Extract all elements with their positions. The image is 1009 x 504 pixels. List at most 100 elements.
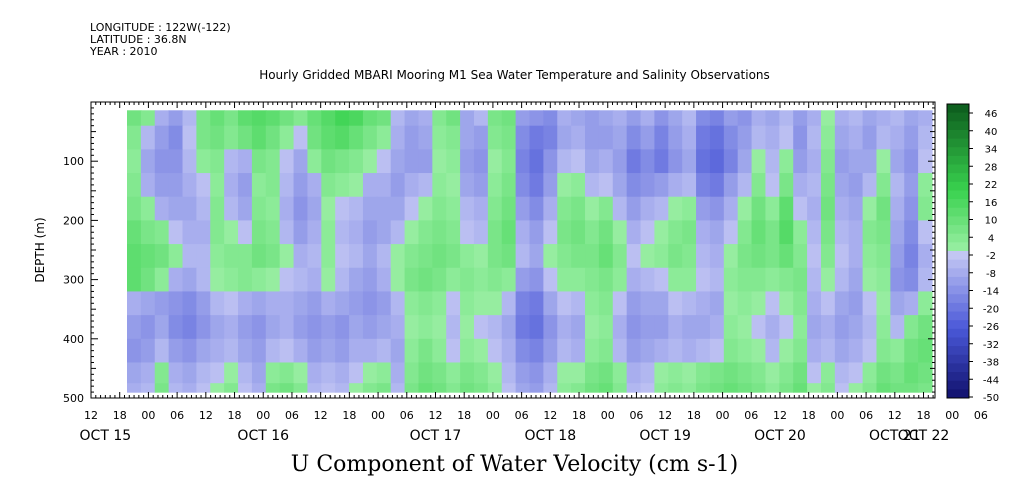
heatmap-cell (251, 338, 267, 364)
heatmap-cell (404, 244, 420, 269)
heatmap-cell (751, 173, 767, 198)
heatmap-cell (251, 383, 267, 393)
heatmap-cell (598, 173, 614, 198)
x-hour-label: 12 (428, 409, 442, 422)
heatmap-cell (834, 315, 850, 340)
heatmap-cell (501, 315, 517, 340)
x-hour-label: 18 (457, 409, 471, 422)
heatmap-cell (918, 110, 933, 127)
heatmap-cell (390, 362, 406, 384)
heatmap-cell (696, 244, 711, 269)
heatmap-cell (168, 338, 184, 364)
heatmap-cell (640, 338, 656, 364)
heatmap-cell (446, 110, 461, 127)
heatmap-cell (723, 383, 739, 393)
heatmap-cell (696, 315, 711, 340)
heatmap-cell (709, 362, 725, 384)
heatmap-cell (682, 383, 697, 393)
heatmap-cell (515, 173, 531, 198)
heatmap-cell (585, 149, 600, 174)
heatmap-cell (362, 383, 378, 393)
heatmap-cell (779, 149, 794, 174)
heatmap-cell (127, 110, 142, 127)
heatmap-cell (432, 291, 447, 316)
x-hour-label: 12 (543, 409, 557, 422)
heatmap-cell (612, 267, 628, 293)
heatmap-cell (293, 110, 309, 127)
heatmap-cell (127, 220, 142, 245)
heatmap-cell (820, 267, 836, 293)
heatmap-cell (543, 362, 558, 384)
metadata-block: LONGITUDE : 122W(-122) LATITUDE : 36.8N … (90, 22, 231, 58)
heatmap-cell (196, 196, 211, 221)
heatmap-cell (238, 315, 253, 340)
heatmap-cell (473, 383, 489, 393)
heatmap-cell (140, 362, 156, 384)
heatmap-cell (682, 149, 697, 174)
heatmap-cell (612, 125, 628, 150)
heatmap-cell (335, 149, 350, 174)
heatmap-cell (140, 110, 156, 127)
heatmap-cell (210, 244, 225, 269)
heatmap-cell (751, 110, 767, 127)
heatmap-cell (307, 315, 322, 340)
heatmap-cell (918, 244, 933, 269)
heatmap-cell (918, 196, 933, 221)
heatmap-cell (224, 267, 239, 293)
heatmap-cell (737, 196, 753, 221)
heatmap-cell (515, 196, 531, 221)
heatmap-cell (501, 267, 517, 293)
heatmap-cell (182, 110, 197, 127)
heatmap-cell (751, 196, 767, 221)
y-tick-label: 300 (63, 274, 84, 287)
heatmap-cell (765, 125, 780, 150)
heatmap-cell (598, 244, 614, 269)
heatmap-cell (127, 291, 142, 316)
y-tick-label: 100 (63, 155, 84, 168)
heatmap-cell (543, 244, 558, 269)
heatmap-cell (321, 220, 336, 245)
heatmap-cell (251, 110, 267, 127)
heatmap-cell (321, 173, 336, 198)
heatmap-cell (140, 125, 156, 150)
x-day-label: OCT 18 (525, 428, 577, 444)
heatmap-cell (557, 149, 572, 174)
heatmap-cell (418, 110, 433, 127)
heatmap-cell (265, 244, 281, 269)
heatmap-cell (529, 291, 544, 316)
heatmap-cell (737, 362, 753, 384)
heatmap-cell (210, 383, 225, 393)
heatmap-cell (238, 244, 253, 269)
heatmap-cell (210, 220, 225, 245)
heatmap-cell (834, 125, 850, 150)
heatmap-cell (487, 125, 503, 150)
heatmap-cell (307, 244, 322, 269)
axes-group: 12 18 00 06 12 18 00 06 12 18 00 06 12 18 00 06 12 18 00 06… (63, 101, 988, 444)
heatmap-cell (876, 383, 891, 393)
colorbar-swatch (947, 138, 969, 148)
heatmap-cell (182, 196, 197, 221)
heatmap-cell (668, 220, 683, 245)
heatmap-cell (432, 383, 447, 393)
heatmap-cell (557, 267, 572, 293)
heatmap-cell (709, 244, 725, 269)
heatmap-cell (140, 338, 156, 364)
x-hour-label: 18 (802, 409, 816, 422)
x-hour-label: 00 (256, 409, 270, 422)
heatmap-cell (265, 173, 281, 198)
heatmap-cell (807, 291, 822, 316)
heatmap-cell (196, 338, 211, 364)
heatmap-cell (779, 244, 794, 269)
heatmap-cell (571, 383, 586, 393)
heatmap-cell (751, 244, 767, 269)
heatmap-cell (834, 110, 850, 127)
heatmap-cell (210, 362, 225, 384)
heatmap-cell (737, 125, 753, 150)
colorbar-swatch (947, 155, 969, 166)
y-tick-label: 500 (63, 392, 84, 405)
heatmap-cell (765, 244, 780, 269)
heatmap-cell (390, 267, 406, 293)
heatmap-cell (238, 267, 253, 293)
heatmap-cell (543, 196, 558, 221)
heatmap-cell (696, 173, 711, 198)
